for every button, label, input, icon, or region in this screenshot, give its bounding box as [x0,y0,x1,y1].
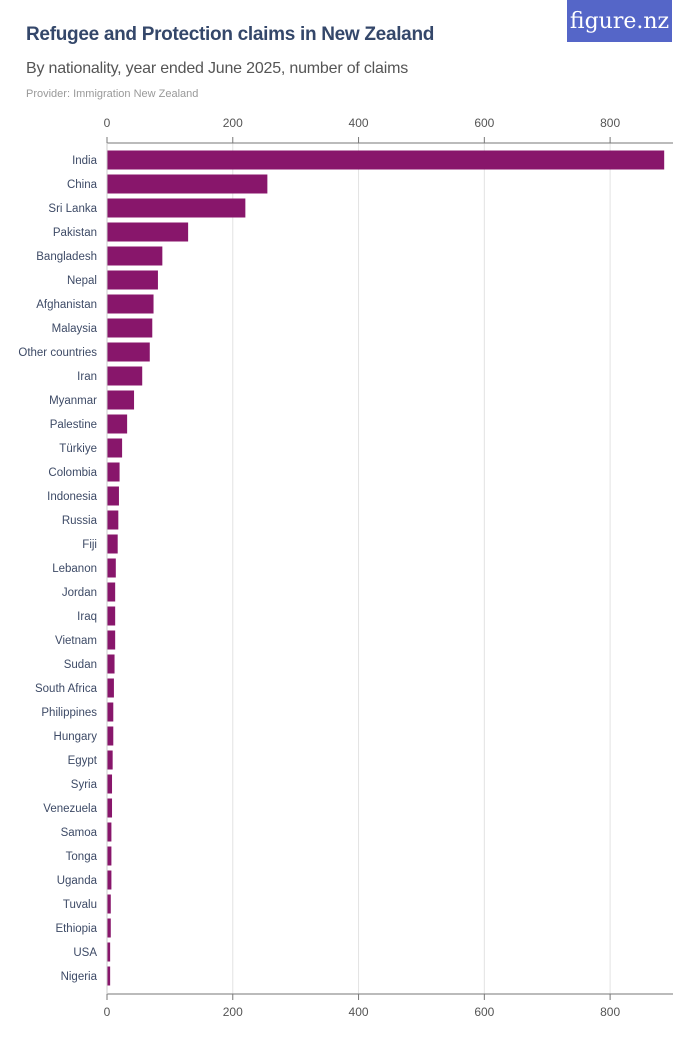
category-label: Iraq [77,611,97,623]
bar-usa [107,942,111,962]
bar-nigeria [107,966,111,986]
category-label: Nigeria [61,971,98,983]
category-label: Lebanon [52,563,97,575]
x-tick-label-bottom: 600 [474,1005,494,1019]
x-tick-label-bottom: 800 [600,1005,620,1019]
category-label: Russia [62,515,98,527]
category-label: Indonesia [47,491,97,503]
category-label: Samoa [61,827,98,839]
category-label: Hungary [54,731,98,743]
bar-iran [107,366,143,386]
category-label: Other countries [18,347,97,359]
category-label: Palestine [50,419,97,431]
bar-indonesia [107,486,119,506]
chart-title: Refugee and Protection claims in New Zea… [26,24,435,45]
category-label: Sudan [64,659,97,671]
category-label: China [67,179,98,191]
category-label: Tuvalu [63,899,97,911]
x-tick-label-top: 200 [223,116,243,130]
bar-bangladesh [107,246,163,266]
category-label: Bangladesh [36,251,97,263]
chart-subtitle: By nationality, year ended June 2025, nu… [26,60,409,77]
bar-other-countries [107,342,150,362]
bar-uganda [107,870,112,890]
bar-south-africa [107,678,114,698]
category-label: Venezuela [43,803,97,815]
bar-jordan [107,582,116,602]
category-label: USA [73,947,97,959]
bar-ethiopia [107,918,111,938]
bar-china [107,174,268,194]
x-tick-label-bottom: 0 [104,1005,111,1019]
category-label: India [72,155,98,167]
bar-egypt [107,750,113,770]
category-label: Syria [71,779,98,791]
category-label: Türkiye [59,443,97,455]
category-label: Iran [77,371,97,383]
bar-malaysia [107,318,153,338]
bar-t-rkiye [107,438,123,458]
category-label: Uganda [57,875,98,887]
provider-text: Provider: Immigration New Zealand [26,88,199,100]
category-label: Pakistan [53,227,97,239]
bar-iraq [107,606,116,626]
bar-palestine [107,414,128,434]
category-label: Nepal [67,275,97,287]
category-label: South Africa [35,683,98,695]
bar-lebanon [107,558,116,578]
category-label: Tonga [66,851,98,863]
category-label: Ethiopia [55,923,97,935]
bar-russia [107,510,119,530]
category-label: Malaysia [52,323,98,335]
bar-fiji [107,534,118,554]
bar-pakistan [107,222,189,242]
category-label: Colombia [48,467,97,479]
bar-tuvalu [107,894,111,914]
bar-syria [107,774,113,794]
category-label: Egypt [68,755,98,767]
bar-sri-lanka [107,198,246,218]
bar-hungary [107,726,114,746]
figure-nz-logo[interactable]: figure.nz [567,0,672,42]
x-tick-label-top: 800 [600,116,620,130]
bar-venezuela [107,798,113,818]
bar-india [107,150,665,170]
category-label: Sri Lanka [48,203,97,215]
bar-myanmar [107,390,135,410]
category-label: Jordan [62,587,97,599]
category-label: Philippines [41,707,97,719]
x-tick-label-top: 400 [349,116,369,130]
bar-samoa [107,822,112,842]
x-tick-label-top: 600 [474,116,494,130]
category-label: Afghanistan [36,299,97,311]
category-label: Vietnam [55,635,97,647]
bar-afghanistan [107,294,154,314]
bar-colombia [107,462,120,482]
bar-vietnam [107,630,116,650]
category-label: Myanmar [49,395,97,407]
x-tick-label-bottom: 200 [223,1005,243,1019]
x-tick-label-bottom: 400 [349,1005,369,1019]
bar-nepal [107,270,158,290]
bar-philippines [107,702,114,722]
x-tick-label-top: 0 [104,116,111,130]
category-label: Fiji [82,539,97,551]
bar-sudan [107,654,115,674]
bar-tonga [107,846,112,866]
